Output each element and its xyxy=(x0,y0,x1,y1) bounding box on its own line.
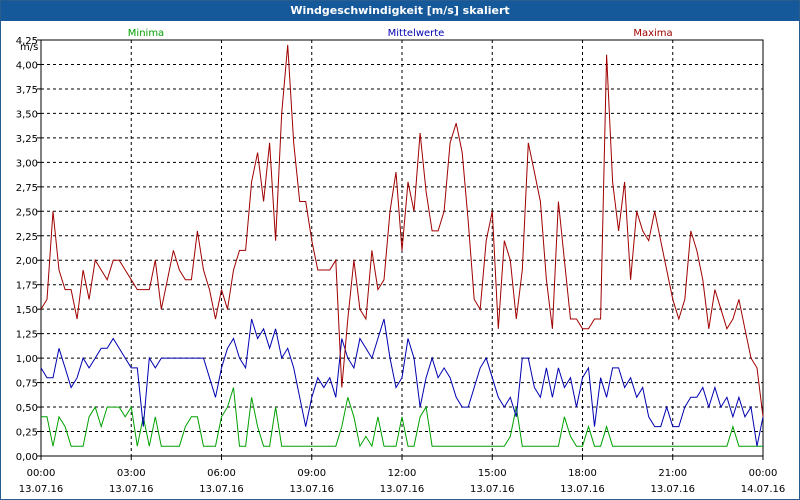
x-tick-time: 00:00 xyxy=(27,468,56,479)
x-tick-time: 03:00 xyxy=(117,468,146,479)
x-tick-date: 13.07.16 xyxy=(380,484,425,495)
legend-minima: Minima xyxy=(128,28,164,39)
y-tick-label: 2,50 xyxy=(16,207,38,218)
plot-frame xyxy=(40,39,764,457)
y-tick-label: 0,50 xyxy=(16,403,38,414)
x-tick-date: 13.07.16 xyxy=(199,484,244,495)
y-tick-label: 2,75 xyxy=(16,183,38,194)
x-tick-time: 18:00 xyxy=(568,468,597,479)
y-tick-label: 1,25 xyxy=(16,330,38,341)
x-tick-time: 09:00 xyxy=(297,468,326,479)
y-tick-label: 4,25 xyxy=(16,36,38,47)
y-tick-label: 1,00 xyxy=(16,354,38,365)
x-tick-labels: 00:00 13.07.16 03:00 13.07.16 06:00 13.07.16 0… xyxy=(19,468,786,495)
y-tick-labels: 0,00 0,25 0,50 0,75 1,00 1,25 1,50 1,75 2,00 2,25… xyxy=(16,36,38,463)
y-tick-label: 3,50 xyxy=(16,109,38,120)
wind-speed-chart: m/s Minima Mittelwerte Maxima 0,00 0,25 0,50… xyxy=(16,28,786,495)
y-axis-unit: m/s xyxy=(20,42,38,53)
series-lines xyxy=(40,44,764,448)
x-tick-date: 13.07.16 xyxy=(289,484,334,495)
legend-mittelwerte: Mittelwerte xyxy=(388,28,445,39)
y-tick-label: 0,25 xyxy=(16,428,38,439)
y-tick-label: 3,00 xyxy=(16,158,38,169)
y-tick-label: 0,00 xyxy=(16,452,38,463)
y-tick-label: 1,75 xyxy=(16,281,38,292)
x-tick-time: 06:00 xyxy=(207,468,236,479)
y-tick-label: 3,75 xyxy=(16,85,38,96)
x-tick-time: 15:00 xyxy=(478,468,507,479)
x-tick-time: 21:00 xyxy=(658,468,687,479)
x-tick-time: 12:00 xyxy=(388,468,417,479)
window-title: Windgeschwindigkeit [m/s] skaliert xyxy=(1,1,799,21)
x-tick-date: 13.07.16 xyxy=(650,484,695,495)
y-tick-label: 4,00 xyxy=(16,60,38,71)
y-tick-label: 2,00 xyxy=(16,256,38,267)
x-tick-date: 14.07.16 xyxy=(741,484,786,495)
series-minima-line xyxy=(41,387,763,448)
x-tick-date: 13.07.16 xyxy=(470,484,515,495)
legend: Minima Mittelwerte Maxima xyxy=(128,28,673,39)
legend-maxima: Maxima xyxy=(633,28,672,39)
x-tick-date: 13.07.16 xyxy=(19,484,64,495)
y-tick-label: 3,25 xyxy=(16,134,38,145)
y-tick-label: 2,25 xyxy=(16,232,38,243)
gridlines xyxy=(37,39,764,460)
series-mittelwerte-line xyxy=(40,318,764,447)
series-maxima-line xyxy=(40,44,764,417)
x-tick-date: 13.07.16 xyxy=(560,484,605,495)
y-tick-label: 1,50 xyxy=(16,305,38,316)
x-tick-time: 00:00 xyxy=(749,468,778,479)
x-tick-date: 13.07.16 xyxy=(109,484,154,495)
y-tick-label: 0,75 xyxy=(16,379,38,390)
